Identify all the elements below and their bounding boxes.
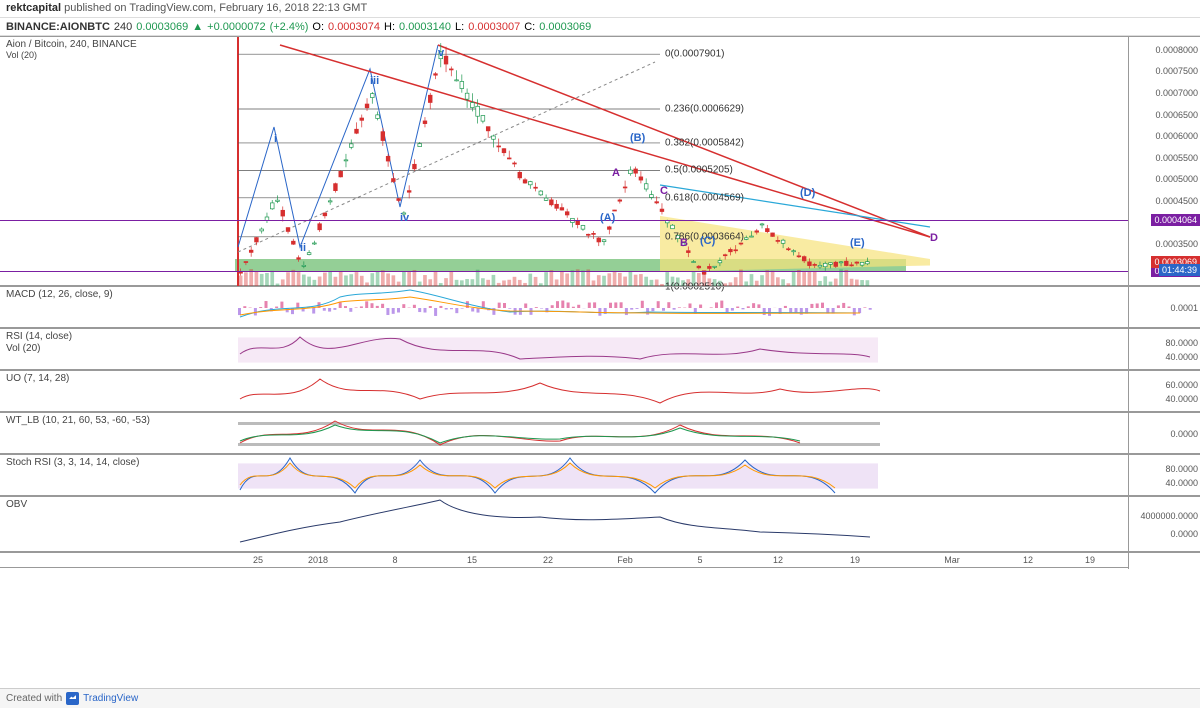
wave-label: D <box>930 232 938 244</box>
indicator-y-axis: 60.000040.0000 <box>1128 371 1200 411</box>
indicator-y-axis: 80.000040.0000 <box>1128 329 1200 369</box>
fib-label: 0.5(0.0005205) <box>665 165 733 176</box>
h-line <box>0 271 1128 272</box>
published-on: published on TradingView.com, <box>64 2 216 14</box>
change-pct: (+2.4%) <box>270 21 309 33</box>
y-tick: 0.0007500 <box>1155 66 1198 76</box>
wave-label: C <box>660 185 668 197</box>
y-tick: 0.0004500 <box>1155 196 1198 206</box>
tradingview-logo-icon <box>66 692 79 705</box>
main-price-panel[interactable]: 0.0008000 0.0007500 0.0007000 0.0006500 0.00… <box>0 36 1200 286</box>
indicator-MACD[interactable]: MACD (12, 26, close, 9) 0.0001 <box>0 286 1200 328</box>
x-tick: 19 <box>850 555 860 565</box>
wave-label: (A) <box>600 212 615 224</box>
chart-container[interactable]: 0.0008000 0.0007500 0.0007000 0.0006500 0.00… <box>0 36 1200 688</box>
y-tick: 0.0005500 <box>1155 153 1198 163</box>
vol-label: Vol (20) <box>6 50 37 60</box>
wave-label: iv <box>400 212 409 224</box>
low: 0.0003007 <box>468 21 520 33</box>
x-tick: 12 <box>1023 555 1033 565</box>
author: rektcapital <box>6 2 61 14</box>
last-price: 0.0003069 <box>136 21 188 33</box>
x-tick: 2018 <box>308 555 328 565</box>
x-tick: Mar <box>944 555 960 565</box>
indicator-label: OBV <box>6 499 27 510</box>
wave-label: (B) <box>630 132 645 144</box>
indicator-label: WT_LB (10, 21, 60, 53, -60, -53) <box>6 415 150 426</box>
x-tick: 22 <box>543 555 553 565</box>
timestamp: February 16, 2018 22:13 GMT <box>219 2 367 14</box>
symbol[interactable]: BINANCE:AIONBTC <box>6 21 110 33</box>
wave-label: (E) <box>850 237 865 249</box>
open: 0.0003074 <box>328 21 380 33</box>
x-tick: 12 <box>773 555 783 565</box>
price-svg <box>0 37 1128 287</box>
hline-badge: 0.0004064 <box>1151 214 1200 226</box>
indicator-label: RSI (14, close) <box>6 331 72 342</box>
wave-label: A <box>612 167 620 179</box>
indicator-WT_LB[interactable]: WT_LB (10, 21, 60, 53, -60, -53) 0.0000 <box>0 412 1200 454</box>
ticker-bar: BINANCE:AIONBTC 240 0.0003069 ▲ +0.00000… <box>0 18 1200 36</box>
y-tick: 0.0007000 <box>1155 88 1198 98</box>
wave-label: i <box>274 133 277 145</box>
wave-label: v <box>438 47 444 59</box>
close: 0.0003069 <box>539 21 591 33</box>
fib-label: 0.382(0.0005842) <box>665 137 744 148</box>
indicator-StochRSI[interactable]: Stoch RSI (3, 3, 14, 14, close) 80.000040… <box>0 454 1200 496</box>
indicator-OBV[interactable]: OBV 4000000.00000.0000 <box>0 496 1200 552</box>
fib-label: 0.618(0.0004569) <box>665 192 744 203</box>
indicator-y-axis: 0.0001 <box>1128 287 1200 327</box>
x-tick: 15 <box>467 555 477 565</box>
price-y-axis: 0.0008000 0.0007500 0.0007000 0.0006500 0.00… <box>1128 37 1200 285</box>
y-tick: 0.0003500 <box>1155 239 1198 249</box>
wave-label: B <box>680 237 688 249</box>
indicator-y-axis: 80.000040.0000 <box>1128 455 1200 495</box>
indicator-label: Stoch RSI (3, 3, 14, 14, close) <box>6 457 139 468</box>
time-axis: 25 2018 8 15 22 Feb 5 12 19 Mar 12 19 <box>0 552 1200 568</box>
price-badge: 01:44:39 <box>1159 264 1200 276</box>
y-tick: 0.0005000 <box>1155 174 1198 184</box>
wave-label: ii <box>300 242 306 254</box>
high: 0.0003140 <box>399 21 451 33</box>
indicator-y-axis: 0.0000 <box>1128 413 1200 453</box>
y-tick: 0.0006500 <box>1155 110 1198 120</box>
x-tick: Feb <box>617 555 633 565</box>
indicator-label: UO (7, 14, 28) <box>6 373 69 384</box>
change: +0.0000072 <box>207 21 265 33</box>
x-tick: 19 <box>1085 555 1095 565</box>
x-tick: 5 <box>697 555 702 565</box>
y-tick: 0.0006000 <box>1155 131 1198 141</box>
indicator-label: MACD (12, 26, close, 9) <box>6 289 113 300</box>
wave-label: iii <box>370 75 379 87</box>
indicator-RSI[interactable]: RSI (14, close)Vol (20)80.000040.0000 <box>0 328 1200 370</box>
indicator-y-axis: 4000000.00000.0000 <box>1128 497 1200 551</box>
x-tick: 25 <box>253 555 263 565</box>
footer: Created with TradingView <box>0 688 1200 708</box>
fib-label: 0(0.0007901) <box>665 49 725 60</box>
publish-header: rektcapital published on TradingView.com… <box>0 0 1200 18</box>
interval: 240 <box>114 21 132 33</box>
brand[interactable]: TradingView <box>83 693 138 704</box>
chart-title: Aion / Bitcoin, 240, BINANCE <box>6 39 137 50</box>
wave-label: (D) <box>800 187 815 199</box>
y-tick: 0.0008000 <box>1155 45 1198 55</box>
fib-label: 0.236(0.0006629) <box>665 104 744 115</box>
indicator-UO[interactable]: UO (7, 14, 28) 60.000040.0000 <box>0 370 1200 412</box>
wave-label: (C) <box>700 235 715 247</box>
x-tick: 8 <box>392 555 397 565</box>
h-line <box>0 220 1128 221</box>
